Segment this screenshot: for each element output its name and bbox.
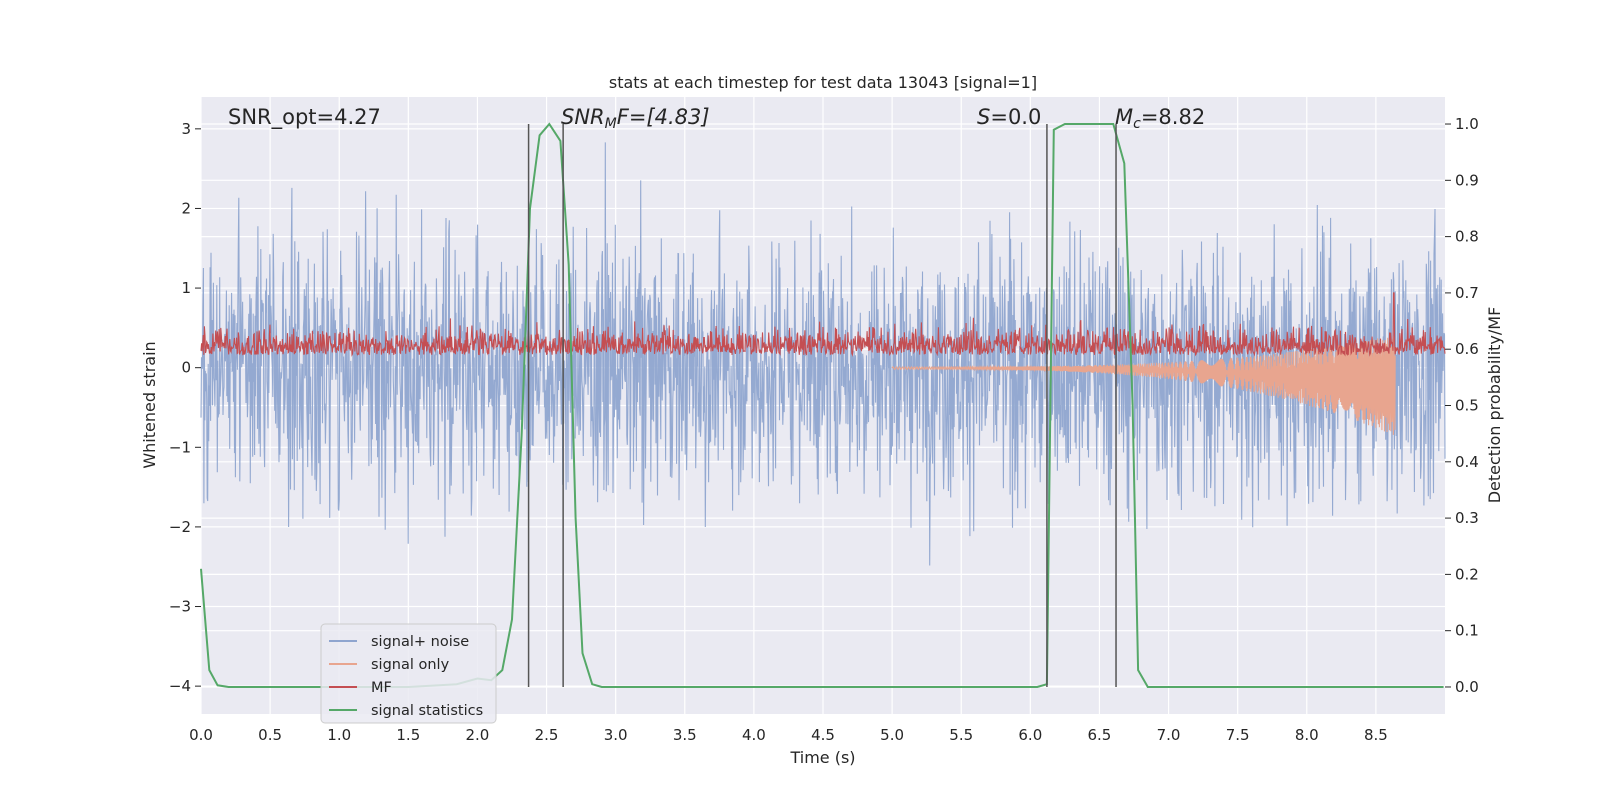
legend-label-signal-noise: signal+ noise bbox=[371, 634, 469, 650]
x-tick-label: 2.5 bbox=[535, 726, 559, 744]
x-tick-label: 8.0 bbox=[1295, 726, 1319, 744]
legend-label-signal-statistics: signal statistics bbox=[371, 703, 483, 719]
y-right-tick-label: 1.0 bbox=[1455, 115, 1479, 133]
x-tick-label: 1.0 bbox=[327, 726, 351, 744]
x-axis-label: Time (s) bbox=[789, 748, 855, 767]
annotation-mc: Mc=8.82 bbox=[1115, 105, 1205, 132]
tick-labels: 0.0 0.5 1.0 1.5 2.0 2.5 3.0 3.5 4.0 4.5 5.0 5.5 6.0 6… bbox=[169, 115, 1479, 744]
y-left-tick-label: −3 bbox=[169, 598, 191, 616]
x-tick-label: 6.0 bbox=[1018, 726, 1042, 744]
y-left-tick-label: 2 bbox=[181, 199, 191, 217]
y-axis-right-label: Detection probability/MF bbox=[1485, 307, 1504, 504]
series-mf bbox=[200, 292, 1446, 357]
x-tick-label: 5.0 bbox=[880, 726, 904, 744]
x-tick-label: 0.5 bbox=[258, 726, 282, 744]
series-signal-only bbox=[891, 335, 1396, 435]
x-tick-label: 7.5 bbox=[1226, 726, 1250, 744]
y-left-tick-label: −2 bbox=[169, 518, 191, 536]
y-right-tick-label: 0.2 bbox=[1455, 565, 1479, 583]
legend-label-signal-only: signal only bbox=[371, 657, 450, 673]
x-tick-label: 4.5 bbox=[811, 726, 835, 744]
x-tick-label: 4.0 bbox=[742, 726, 766, 744]
legend: signal+ noise signal only MF signal stat… bbox=[320, 623, 497, 724]
annotation-snr-mf: SNRMF=[4.83] bbox=[561, 105, 710, 132]
y-right-tick-label: 0.1 bbox=[1455, 622, 1479, 640]
chart-title: stats at each timestep for test data 130… bbox=[609, 73, 1037, 92]
y-right-tick-label: 0.5 bbox=[1455, 397, 1479, 415]
legend-box bbox=[320, 623, 497, 724]
y-right-tick-label: 0.3 bbox=[1455, 509, 1479, 527]
y-left-tick-label: 1 bbox=[181, 279, 191, 297]
x-tick-label: 0.0 bbox=[189, 726, 213, 744]
y-left-tick-label: 0 bbox=[181, 359, 191, 377]
x-tick-label: 5.5 bbox=[949, 726, 973, 744]
x-tick-label: 7.0 bbox=[1157, 726, 1181, 744]
x-tick-label: 8.5 bbox=[1364, 726, 1388, 744]
y-left-tick-label: 3 bbox=[181, 120, 191, 138]
y-left-tick-label: −1 bbox=[169, 438, 191, 456]
x-tick-label: 3.0 bbox=[604, 726, 628, 744]
y-right-tick-label: 0.6 bbox=[1455, 340, 1479, 358]
x-tick-label: 6.5 bbox=[1088, 726, 1112, 744]
y-axis-left-label: Whitened strain bbox=[140, 341, 159, 468]
annotation-snr-opt: SNR_opt=4.27 bbox=[228, 105, 381, 130]
annotation-s: S=0.0 bbox=[977, 105, 1041, 129]
y-right-tick-label: 0.7 bbox=[1455, 284, 1479, 302]
vertical-markers bbox=[527, 124, 1117, 687]
x-tick-label: 3.5 bbox=[673, 726, 697, 744]
x-tick-label: 1.5 bbox=[396, 726, 420, 744]
y-right-tick-label: 0.9 bbox=[1455, 171, 1479, 189]
y-left-tick-label: −4 bbox=[169, 677, 191, 695]
y-right-tick-label: 0.8 bbox=[1455, 228, 1479, 246]
y-right-tick-label: 0.0 bbox=[1455, 678, 1479, 696]
y-right-tick-label: 0.4 bbox=[1455, 453, 1479, 471]
x-tick-label: 2.0 bbox=[466, 726, 490, 744]
legend-label-mf: MF bbox=[371, 680, 392, 696]
